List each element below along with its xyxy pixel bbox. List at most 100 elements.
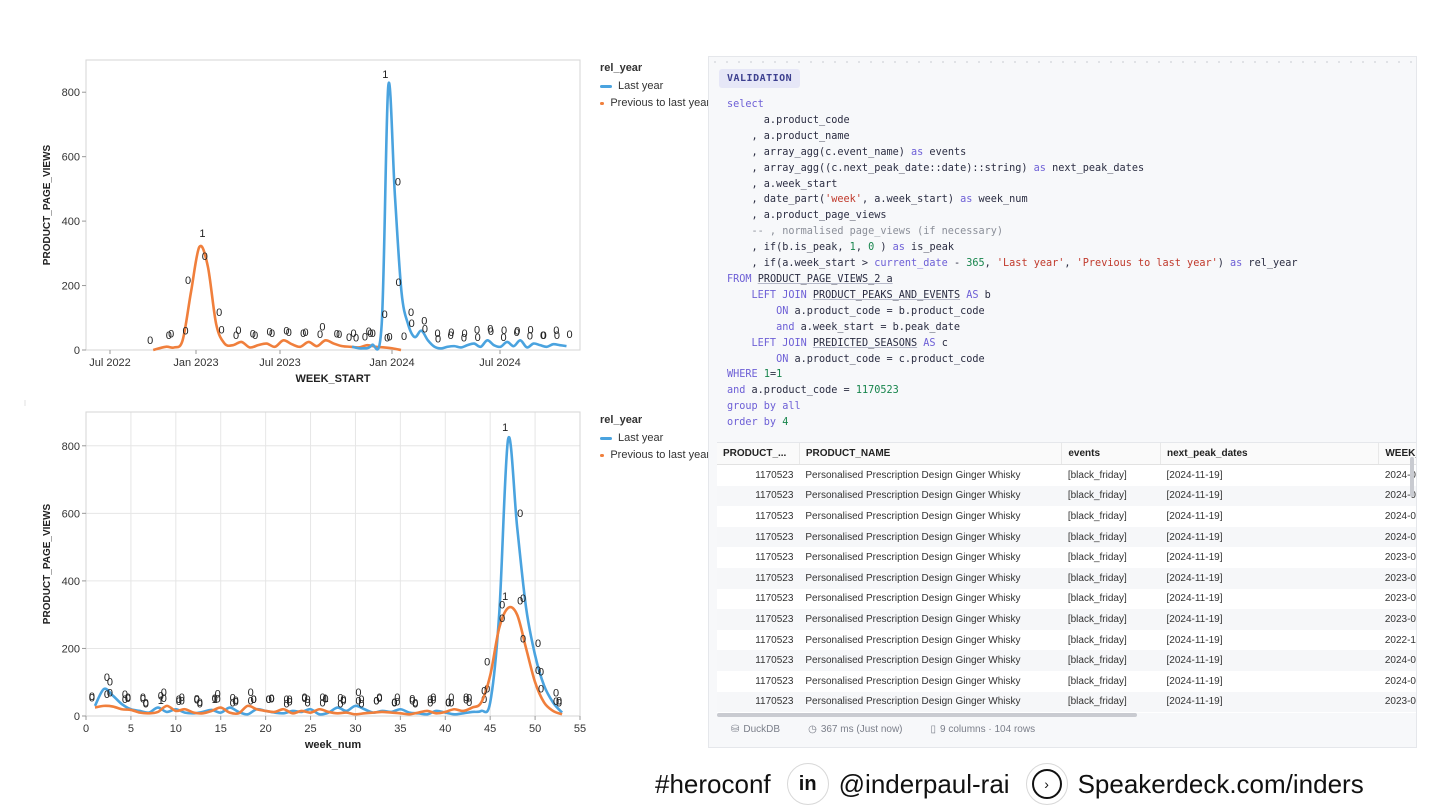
table-cell: Personalised Prescription Design Ginger …: [799, 567, 1062, 589]
code-line: and a.product_code = 1170523: [727, 383, 1406, 399]
table-row[interactable]: 1170523 Personalised Prescription Design …: [717, 567, 1416, 589]
table-row[interactable]: 1170523 Personalised Prescription Design …: [717, 485, 1416, 507]
data-label: 0: [212, 693, 218, 705]
table-cell: Personalised Prescription Design Ginger …: [799, 609, 1062, 630]
panel-drag-area[interactable]: [709, 57, 1416, 67]
data-label: 0: [445, 698, 451, 710]
code-line: , if(b.is_peak, 1, 0 ) as is_peak: [727, 240, 1406, 256]
table-cell: [2024-11-19]: [1166, 469, 1223, 481]
column-header[interactable]: PRODUCT_...: [717, 443, 800, 465]
data-label: 0: [412, 698, 418, 710]
table-cell: [2024-11-19]: [1160, 691, 1379, 713]
legend-swatch-orange: [600, 453, 605, 457]
table-cell: 1170523: [755, 510, 794, 522]
code-token: =: [769, 369, 777, 381]
data-label: 0: [334, 329, 340, 341]
data-label: 0: [409, 694, 415, 706]
table-cell: Personalised Prescription Design Ginger …: [799, 691, 1062, 713]
code-token: AS: [966, 289, 979, 301]
data-label: 0: [384, 332, 390, 344]
data-label: 1: [502, 591, 508, 603]
table-cell: [black_friday]: [1061, 567, 1161, 589]
table-row[interactable]: 1170523 Personalised Prescription Design …: [717, 526, 1416, 548]
x-tick-label: 5: [128, 723, 134, 735]
table-cell: [black_friday]: [1061, 609, 1161, 630]
code-token: as: [911, 146, 924, 158]
data-label: 0: [197, 698, 203, 710]
table-cell: [2024-11-19]: [1166, 634, 1223, 646]
code-line: , array_agg((c.next_peak_date::date)::st…: [727, 161, 1406, 177]
data-label: 0: [391, 697, 397, 709]
legend-item-last-year[interactable]: Last year: [600, 80, 710, 92]
data-label: 0: [179, 692, 185, 704]
data-label: 0: [514, 327, 520, 339]
code-token: -: [947, 258, 967, 270]
data-label: 0: [319, 692, 325, 704]
data-label: 0: [448, 697, 454, 709]
legend-swatch-orange: [600, 101, 605, 105]
x-tick-label: 20: [260, 723, 272, 735]
data-label: 0: [466, 697, 472, 709]
data-label: 0: [355, 695, 361, 707]
y-tick-label: 600: [62, 152, 80, 164]
code-line: , if(a.week_start > current_date - 365, …: [727, 256, 1406, 272]
code-token: LEFT JOIN: [727, 337, 807, 349]
table-row[interactable]: 1170523 Personalised Prescription Design …: [717, 630, 1416, 651]
data-label: 0: [337, 698, 343, 710]
data-label: 0: [140, 694, 146, 706]
column-header[interactable]: events: [1061, 443, 1161, 465]
column-header[interactable]: PRODUCT_NAME: [799, 443, 1063, 465]
legend-item-previous-year[interactable]: Previous to last year: [600, 449, 710, 461]
data-label: 0: [448, 327, 454, 339]
legend-item-previous-year[interactable]: Previous to last year: [600, 97, 710, 109]
x-tick-label: Jul 2024: [479, 357, 521, 369]
table-cell: 2024-01-1: [1384, 675, 1416, 687]
code-token: -- , normalised page_views (if necessary…: [727, 226, 1004, 238]
table-row[interactable]: 1170523 Personalised Prescription Design …: [717, 589, 1416, 610]
legend-top: rel_year Last year Previous to last year: [600, 62, 710, 114]
code-token: , array_agg(c.event_name): [727, 146, 912, 158]
code-token: and: [727, 321, 795, 333]
table-row[interactable]: 1170523 Personalised Prescription Design …: [717, 691, 1416, 713]
data-label: 0: [553, 696, 559, 708]
data-label: 0: [104, 672, 110, 684]
vertical-scrollbar[interactable]: [1410, 457, 1414, 497]
table-row[interactable]: 1170523 Personalised Prescription Design …: [717, 506, 1416, 527]
code-token: , a.product_name: [727, 130, 850, 142]
table-icon: ▯: [930, 723, 937, 735]
table-cell: 1170523: [755, 469, 794, 481]
data-label: 0: [251, 694, 257, 706]
y-tick-label: 800: [62, 441, 80, 453]
legend-label: Last year: [618, 432, 664, 444]
data-label: 0: [337, 693, 343, 705]
speakerdeck-url: Speakerdeck.com/inders: [1077, 768, 1364, 799]
data-label: 0: [540, 330, 546, 342]
horizontal-scrollbar[interactable]: [717, 713, 1137, 717]
code-token: WHERE: [727, 369, 758, 381]
table-row[interactable]: 1170523 Personalised Prescription Design …: [717, 547, 1416, 568]
table-cell: 1170523: [717, 609, 800, 630]
data-label: 0: [387, 331, 393, 343]
data-label: 0: [107, 677, 113, 689]
table-row[interactable]: 1170523 Personalised Prescription Design …: [717, 650, 1416, 671]
column-header[interactable]: WEEK_STAR: [1378, 443, 1416, 465]
legend-item-last-year[interactable]: Last year: [600, 432, 710, 444]
data-label: 0: [554, 330, 560, 342]
y-tick-label: 200: [62, 643, 80, 655]
column-header[interactable]: next_peak_dates: [1160, 443, 1380, 465]
data-label: 0: [556, 696, 562, 708]
code-token: c: [935, 337, 948, 349]
table-row[interactable]: 1170523 Personalised Prescription Design …: [717, 465, 1416, 486]
sql-editor[interactable]: select a.product_code , a.product_name ,…: [727, 97, 1406, 431]
table-row[interactable]: 1170523 Personalised Prescription Design …: [717, 609, 1416, 630]
table-cell: 1170523: [717, 485, 800, 507]
code-token: a.product_code = c.product_code: [788, 353, 985, 365]
data-label: 0: [303, 327, 309, 339]
data-label: 0: [475, 332, 481, 344]
table-row[interactable]: 1170523 Personalised Prescription Design …: [717, 671, 1416, 692]
data-label: 0: [267, 327, 273, 339]
code-line: , a.product_page_views: [727, 208, 1406, 224]
legend-label: Previous to last year: [610, 449, 710, 461]
cell-name-badge[interactable]: VALIDATION: [719, 69, 801, 88]
table-cell: 1170523: [755, 552, 794, 564]
